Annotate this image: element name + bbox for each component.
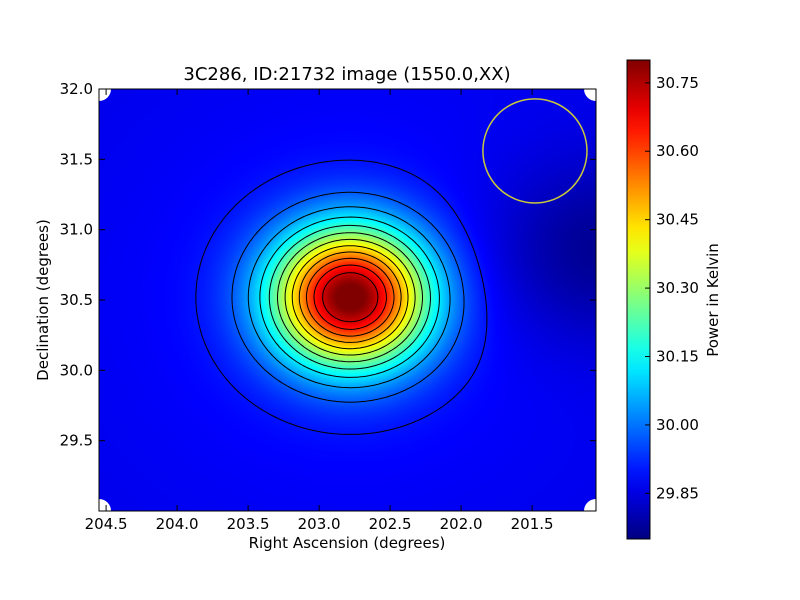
y-axis-label: Declination (degrees) [34,219,52,381]
contour-lines [195,159,488,435]
corner-mask [584,89,596,101]
x-axis-label: Right Ascension (degrees) [249,534,446,552]
contour-line-10 [305,257,395,337]
colorbar-label: Power in Kelvin [704,243,722,357]
colorbar-tick-label: 30.75 [656,74,699,92]
contour-line-5 [268,224,431,370]
colorbar: 29.85 30.00 30.15 30.30 30.45 30.60 30.75 Powe… [626,59,722,540]
colorbar-tick-label: 30.15 [656,348,699,366]
x-axis: 204.5 204.0 203.5 203.0 202.5 202.0 201.5 [85,89,554,533]
contour-line-9 [298,251,402,343]
y-tick-label: 31.0 [60,221,93,239]
x-tick-label: 203.5 [227,515,270,533]
contour-line-6 [277,232,423,363]
beam-circle [482,98,588,204]
y-axis: 29.5 30.0 30.5 31.0 31.5 32.0 [60,80,596,450]
corner-mask [584,499,596,511]
contour-line-7 [284,238,416,356]
heatmap-image [99,89,596,511]
corner-mask [99,499,111,511]
colorbar-tick-label: 30.00 [656,416,699,434]
colorbar-fill [627,60,650,539]
x-tick-label: 201.5 [511,515,554,533]
colorbar-tick-label: 30.45 [656,211,699,229]
x-tick-label: 204.5 [85,515,128,533]
colorbar-tick-label: 30.30 [656,279,699,297]
contour-line-4 [259,216,440,378]
colorbar-tick-label: 29.85 [656,484,699,502]
y-tick-label: 31.5 [60,150,93,168]
colorbar-tick-label: 30.60 [656,142,699,160]
plot-area [98,88,597,512]
x-tick-label: 203.0 [298,515,341,533]
y-tick-label: 30.0 [60,361,93,379]
y-tick-label: 29.5 [60,432,93,450]
y-tick-label: 30.5 [60,291,93,309]
chart-title: 3C286, ID:21732 image (1550.0,XX) [183,64,510,85]
contour-line-1 [195,159,488,435]
corner-masks [99,89,596,511]
contour-line-11 [313,264,387,330]
contour-line-8 [291,245,409,350]
x-tick-label: 202.0 [440,515,483,533]
y-tick-label: 32.0 [60,80,93,98]
x-tick-label: 202.5 [369,515,412,533]
contour-line-2 [231,191,465,403]
contour-line-3 [247,206,451,389]
colorbar-frame [626,59,651,540]
contour-line-12 [322,272,379,323]
x-tick-label: 204.0 [156,515,199,533]
colorbar-ticks: 29.85 30.00 30.15 30.30 30.45 30.60 30.75 [645,74,699,502]
corner-mask [99,89,111,101]
